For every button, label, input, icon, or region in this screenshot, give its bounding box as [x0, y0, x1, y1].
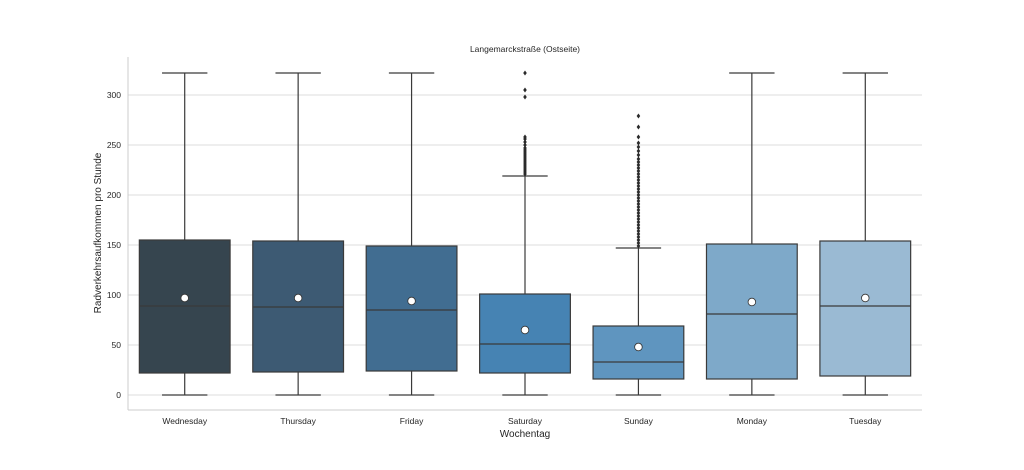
box-group	[592, 113, 685, 396]
mean-marker	[180, 293, 189, 303]
x-tick-label: Saturday	[508, 416, 543, 426]
outlier-point	[636, 198, 641, 204]
mean-marker	[520, 325, 530, 335]
box-group	[252, 72, 345, 396]
outlier-point	[636, 207, 641, 213]
box-group	[705, 72, 798, 396]
outlier-point	[636, 243, 641, 249]
outlier-point	[636, 189, 641, 195]
outlier-point	[636, 152, 641, 158]
outlier-point	[636, 240, 641, 246]
x-tick-labels: Wednesday Thursday Friday Saturday Sunday Mon…	[162, 416, 882, 426]
y-tick-label: 150	[107, 240, 121, 250]
outlier-point	[636, 177, 641, 183]
y-tick-label: 300	[107, 90, 121, 100]
outlier-point	[636, 213, 641, 219]
outlier-point	[636, 165, 641, 171]
outlier-point	[636, 234, 641, 240]
y-tick-label: 0	[116, 390, 121, 400]
x-axis-label: Wochentag	[500, 429, 550, 440]
outlier-point	[636, 228, 641, 234]
outlier-point	[636, 174, 641, 180]
outlier-point	[636, 204, 641, 210]
mean-marker	[861, 293, 870, 303]
box	[365, 245, 458, 372]
outlier-point	[636, 219, 641, 225]
y-tick-label: 250	[107, 140, 121, 150]
outlier-point	[523, 139, 527, 145]
outlier-point	[523, 134, 527, 140]
box	[705, 243, 798, 380]
y-tick-label: 50	[112, 340, 122, 350]
outlier-point	[636, 168, 641, 174]
y-tick-label: 100	[107, 290, 121, 300]
outlier-point	[636, 144, 641, 150]
outlier-point	[636, 171, 641, 177]
outlier-point	[523, 94, 527, 100]
outlier-point	[636, 201, 641, 207]
box-group	[819, 72, 912, 396]
outlier-point	[636, 162, 641, 168]
outlier-point	[636, 183, 641, 189]
outlier-point	[636, 156, 641, 162]
outlier-point	[636, 140, 641, 146]
x-tick-label: Tuesday	[849, 416, 882, 426]
mean-marker	[293, 293, 303, 303]
chart-title: Langemarckstraße (Ostseite)	[470, 44, 580, 54]
x-tick-label: Monday	[737, 416, 768, 426]
outlier-point	[523, 142, 527, 148]
outlier-point	[523, 87, 527, 93]
x-tick-label: Wednesday	[162, 416, 207, 426]
outlier-point	[523, 70, 527, 76]
box-group	[365, 72, 458, 396]
y-axis-label: Radverkehrsaufkommen pro Stunde	[93, 152, 104, 313]
y-tick-label: 200	[107, 190, 121, 200]
mean-marker	[634, 342, 643, 352]
outlier-point	[636, 222, 641, 228]
outlier-point	[523, 145, 527, 151]
box	[592, 325, 685, 380]
boxes	[138, 70, 912, 396]
outlier-point	[636, 180, 641, 186]
outlier-point	[636, 237, 641, 243]
outlier-point	[636, 124, 641, 130]
box	[819, 240, 912, 377]
outlier-point	[636, 225, 641, 231]
outlier-point	[636, 134, 641, 140]
mean-marker	[747, 297, 757, 307]
outlier-point	[636, 159, 641, 165]
outlier-point	[636, 186, 641, 192]
outlier-point	[636, 231, 641, 237]
outlier-point	[636, 148, 641, 154]
box-group	[479, 70, 571, 396]
x-tick-label: Thursday	[280, 416, 316, 426]
outlier-point	[636, 216, 641, 222]
x-tick-label: Sunday	[624, 416, 654, 426]
outlier-point	[636, 113, 641, 119]
outlier-point	[636, 195, 641, 201]
box-group	[138, 72, 231, 396]
outlier-point	[636, 210, 641, 216]
x-tick-label: Friday	[400, 416, 424, 426]
mean-marker	[407, 296, 416, 306]
outlier-point	[636, 192, 641, 198]
y-tick-labels: 0 50 100 150 200 250 300	[107, 90, 121, 400]
